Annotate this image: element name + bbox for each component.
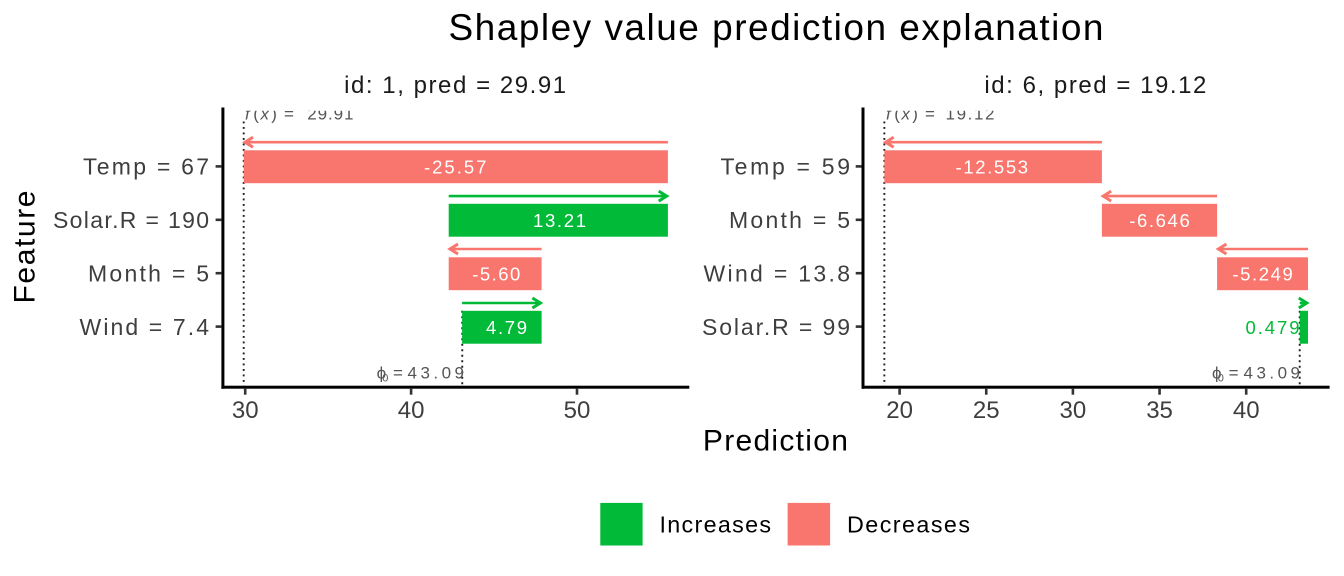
svg-text:Prediction: Prediction — [703, 425, 848, 458]
svg-text:x: x — [901, 105, 911, 124]
svg-text:=: = — [393, 364, 403, 383]
svg-text:id: 1, pred = 29.91: id: 1, pred = 29.91 — [344, 72, 566, 99]
svg-text:ϕ: ϕ — [377, 364, 387, 383]
svg-text:-12.553: -12.553 — [956, 156, 1029, 177]
svg-text:19.12: 19.12 — [946, 105, 995, 124]
svg-text:20: 20 — [886, 397, 913, 424]
svg-text:f: f — [886, 105, 893, 124]
svg-text:30: 30 — [232, 397, 259, 424]
svg-text:13.21: 13.21 — [533, 210, 586, 231]
svg-text:0.479: 0.479 — [1246, 317, 1300, 338]
svg-text:40: 40 — [398, 397, 425, 424]
svg-text:ϕ: ϕ — [1212, 364, 1222, 383]
svg-text:Increases: Increases — [660, 511, 772, 537]
svg-text:29.91: 29.91 — [307, 105, 353, 124]
svg-text:=: = — [284, 105, 294, 124]
svg-text:50: 50 — [564, 397, 591, 424]
svg-text:43.09: 43.09 — [1244, 364, 1301, 383]
svg-text:Wind = 7.4: Wind = 7.4 — [80, 314, 210, 340]
svg-text:): ) — [912, 105, 918, 124]
svg-text:-5.249: -5.249 — [1232, 263, 1293, 284]
svg-text:(: ( — [253, 105, 259, 124]
svg-text:=: = — [1229, 364, 1239, 383]
svg-text:(: ( — [894, 105, 900, 124]
svg-text:x: x — [260, 105, 270, 124]
svg-text:=: = — [925, 105, 935, 124]
svg-text:Shapley value prediction expla: Shapley value prediction explanation — [449, 7, 1104, 48]
svg-text:Decreases: Decreases — [847, 511, 970, 537]
svg-text:30: 30 — [1060, 397, 1087, 424]
svg-text:-5.60: -5.60 — [472, 263, 520, 284]
svg-text:0: 0 — [382, 373, 388, 385]
svg-text:25: 25 — [973, 397, 1000, 424]
svg-text:Month = 5: Month = 5 — [88, 261, 209, 287]
svg-text:43.09: 43.09 — [408, 364, 465, 383]
svg-text:Wind = 13.8: Wind = 13.8 — [704, 261, 851, 287]
svg-text:Solar.R = 190: Solar.R = 190 — [53, 207, 209, 233]
svg-text:4.79: 4.79 — [486, 317, 527, 338]
svg-text:-6.646: -6.646 — [1129, 210, 1190, 231]
svg-text:Month = 5: Month = 5 — [729, 207, 850, 233]
svg-text:id: 6, pred = 19.12: id: 6, pred = 19.12 — [984, 72, 1206, 99]
svg-text:Feature: Feature — [9, 191, 42, 304]
svg-text:35: 35 — [1146, 397, 1173, 424]
svg-text:0: 0 — [1218, 373, 1224, 385]
svg-text:f: f — [245, 105, 252, 124]
svg-text:): ) — [271, 105, 277, 124]
svg-text:40: 40 — [1233, 397, 1260, 424]
svg-text:Solar.R = 99: Solar.R = 99 — [702, 314, 850, 340]
